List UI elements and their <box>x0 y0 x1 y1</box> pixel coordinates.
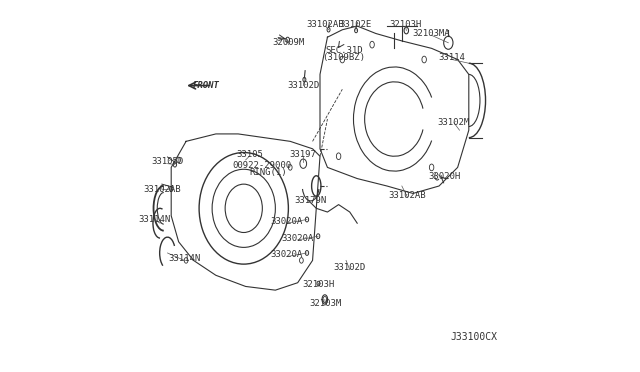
Text: 33020A: 33020A <box>282 234 314 243</box>
Text: 32103MA: 32103MA <box>413 29 451 38</box>
Text: 33020A: 33020A <box>270 217 303 226</box>
Text: 33105: 33105 <box>236 150 263 159</box>
Text: 33197: 33197 <box>290 150 317 159</box>
Text: 33102AB: 33102AB <box>143 185 180 194</box>
Text: 33105D: 33105D <box>151 157 184 166</box>
Text: FRONT: FRONT <box>193 81 220 90</box>
Text: 33114N: 33114N <box>138 215 171 224</box>
Text: 33102M: 33102M <box>438 118 470 127</box>
Text: 33102AB: 33102AB <box>388 191 426 200</box>
Text: 33102D: 33102D <box>287 81 319 90</box>
Text: 33102E: 33102E <box>339 20 371 29</box>
Text: (3109BZ): (3109BZ) <box>322 53 365 62</box>
Text: 33020A: 33020A <box>270 250 303 259</box>
Text: 33114N: 33114N <box>168 254 200 263</box>
Text: 33114: 33114 <box>438 53 465 62</box>
Text: 33102D: 33102D <box>333 263 366 272</box>
Text: 32103M: 32103M <box>310 299 342 308</box>
Text: RING(1): RING(1) <box>249 169 287 177</box>
Text: 32103H: 32103H <box>389 20 422 29</box>
Text: 33179N: 33179N <box>294 196 327 205</box>
Text: 32009M: 32009M <box>272 38 305 47</box>
Text: 00922-29000: 00922-29000 <box>233 161 292 170</box>
Text: 32103H: 32103H <box>302 280 334 289</box>
Text: J33100CX: J33100CX <box>451 332 498 341</box>
Text: 33102AB: 33102AB <box>307 20 344 29</box>
Text: 33020H: 33020H <box>429 172 461 181</box>
Text: SEC.31D: SEC.31D <box>325 46 363 55</box>
